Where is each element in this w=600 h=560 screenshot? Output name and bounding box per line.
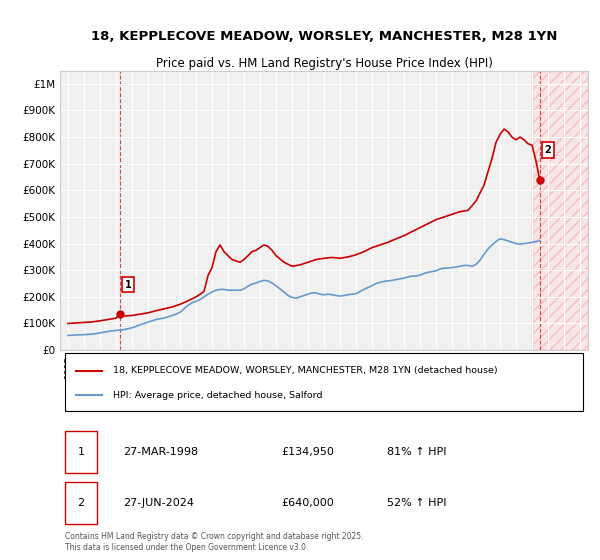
- Text: 1: 1: [77, 447, 85, 458]
- Text: Contains HM Land Registry data © Crown copyright and database right 2025.
This d: Contains HM Land Registry data © Crown c…: [65, 532, 364, 552]
- Text: Price paid vs. HM Land Registry's House Price Index (HPI): Price paid vs. HM Land Registry's House …: [155, 57, 493, 70]
- Text: 2: 2: [544, 145, 551, 155]
- Text: HPI: Average price, detached house, Salford: HPI: Average price, detached house, Salf…: [113, 391, 322, 400]
- FancyBboxPatch shape: [65, 482, 97, 524]
- Text: 18, KEPPLECOVE MEADOW, WORSLEY, MANCHESTER, M28 1YN (detached house): 18, KEPPLECOVE MEADOW, WORSLEY, MANCHEST…: [113, 366, 497, 375]
- Text: 1: 1: [124, 279, 131, 290]
- FancyBboxPatch shape: [65, 353, 583, 412]
- Text: £640,000: £640,000: [282, 498, 335, 508]
- Text: 27-JUN-2024: 27-JUN-2024: [124, 498, 194, 508]
- Bar: [532, 71, 588, 350]
- Text: 81% ↑ HPI: 81% ↑ HPI: [388, 447, 447, 458]
- Text: 2: 2: [77, 498, 85, 508]
- Text: £134,950: £134,950: [282, 447, 335, 458]
- Text: 27-MAR-1998: 27-MAR-1998: [124, 447, 199, 458]
- Text: 18, KEPPLECOVE MEADOW, WORSLEY, MANCHESTER, M28 1YN: 18, KEPPLECOVE MEADOW, WORSLEY, MANCHEST…: [91, 30, 557, 43]
- FancyBboxPatch shape: [65, 431, 97, 473]
- Text: 52% ↑ HPI: 52% ↑ HPI: [388, 498, 447, 508]
- Bar: [532, 71, 588, 350]
